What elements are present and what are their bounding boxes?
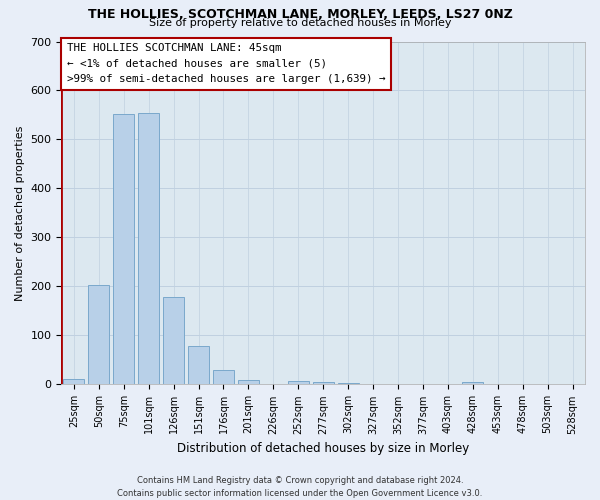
Bar xyxy=(287,380,309,384)
Bar xyxy=(138,112,159,384)
Text: THE HOLLIES, SCOTCHMAN LANE, MORLEY, LEEDS, LS27 0NZ: THE HOLLIES, SCOTCHMAN LANE, MORLEY, LEE… xyxy=(88,8,512,20)
Bar xyxy=(238,380,259,384)
Text: Size of property relative to detached houses in Morley: Size of property relative to detached ho… xyxy=(149,18,451,28)
Bar xyxy=(313,382,334,384)
X-axis label: Distribution of detached houses by size in Morley: Distribution of detached houses by size … xyxy=(177,442,469,455)
Bar xyxy=(63,378,85,384)
Text: THE HOLLIES SCOTCHMAN LANE: 45sqm
← <1% of detached houses are smaller (5)
>99% : THE HOLLIES SCOTCHMAN LANE: 45sqm ← <1% … xyxy=(67,43,385,84)
Bar xyxy=(338,383,359,384)
Bar xyxy=(163,297,184,384)
Bar xyxy=(462,382,484,384)
Bar xyxy=(113,114,134,384)
Bar xyxy=(88,285,109,384)
Text: Contains HM Land Registry data © Crown copyright and database right 2024.
Contai: Contains HM Land Registry data © Crown c… xyxy=(118,476,482,498)
Bar xyxy=(213,370,234,384)
Y-axis label: Number of detached properties: Number of detached properties xyxy=(15,126,25,300)
Bar xyxy=(188,346,209,385)
